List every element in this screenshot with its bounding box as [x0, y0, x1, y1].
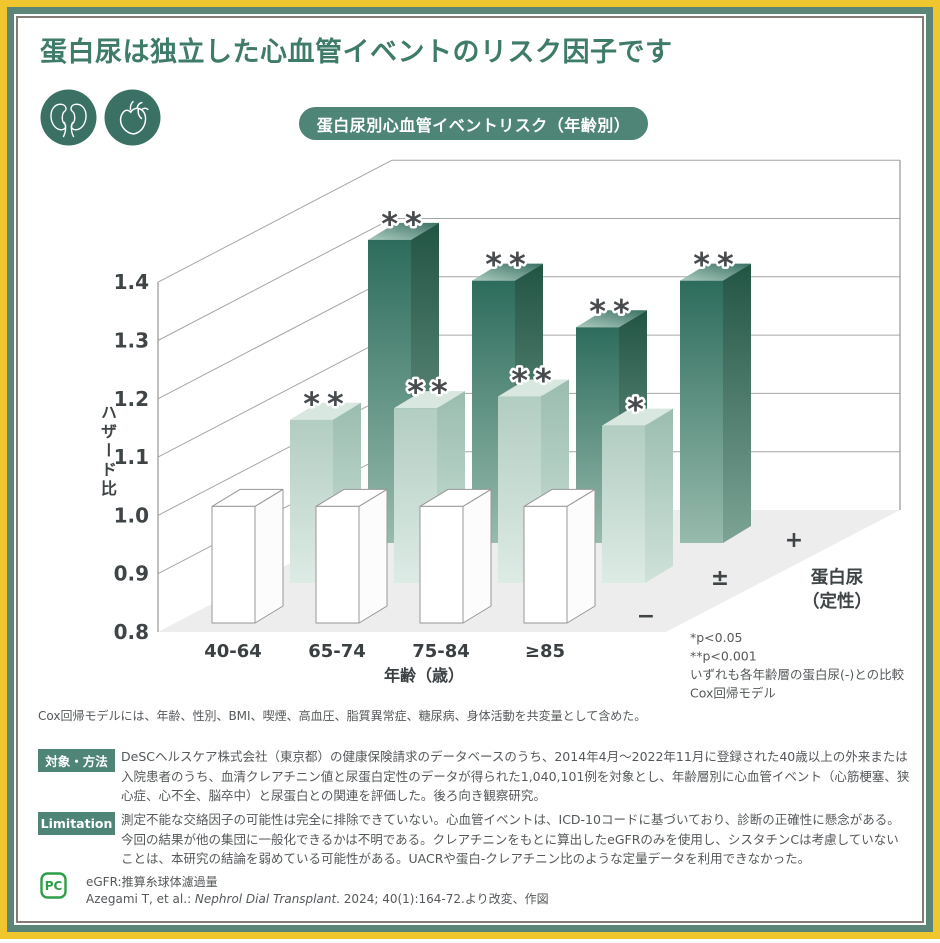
abbreviation-note: eGFR:推算糸球体濾過量 — [86, 875, 218, 889]
bar-75-84-− — [419, 488, 492, 624]
z-tick-label: ± — [711, 566, 729, 591]
chart-note-line: Cox回帰モデル — [690, 686, 776, 701]
significance-label: ** — [693, 246, 740, 284]
y-tick-label: 1.0 — [114, 503, 149, 527]
x-tick-label: 40-64 — [204, 641, 262, 662]
y-tick-label: 1.2 — [114, 387, 149, 411]
significance-label: ** — [407, 373, 454, 411]
significance-label: ** — [589, 292, 636, 330]
bar-≥85-± — [602, 408, 673, 583]
pc-logo-icon: PC — [40, 872, 67, 899]
limitation-badge: Limitation — [38, 812, 115, 835]
z-tick-label: + — [785, 528, 803, 553]
bar-40-64-− — [211, 488, 284, 624]
z-axis-title: （定性） — [802, 591, 872, 612]
z-tick-label: − — [637, 604, 655, 629]
bar-65-74-− — [315, 488, 388, 624]
y-tick-label: 1.4 — [114, 270, 149, 294]
significance-label: * — [627, 391, 651, 429]
y-axis-title: ハザード比 — [98, 404, 117, 499]
x-tick-label: 75-84 — [412, 641, 470, 662]
y-tick-label: 0.8 — [114, 620, 149, 644]
x-tick-label: 65-74 — [308, 641, 366, 662]
significance-label: ** — [303, 385, 350, 423]
methods-text: DeSCヘルスケア株式会社（東京都）の健康保険請求のデータベースのうち、2014… — [121, 749, 910, 803]
heart-icon — [104, 89, 161, 146]
x-axis-title: 年齢（歳） — [384, 666, 464, 685]
y-tick-label: 0.9 — [114, 562, 149, 586]
methods-badge: 対象・方法 — [38, 749, 115, 772]
y-tick-label: 1.3 — [114, 329, 149, 353]
significance-label: ** — [485, 246, 532, 284]
x-tick-label: ≥85 — [525, 641, 565, 662]
chart-footnote: Cox回帰モデルには、年齢、性別、BMI、喫煙、高血圧、脂質異常症、糖尿病、身体… — [38, 709, 647, 723]
chart-note-line: *p<0.05 — [690, 630, 743, 645]
y-tick-label: 1.1 — [114, 445, 149, 469]
chart-note-line: いずれも各年齢層の蛋白尿(-)との比較 — [690, 667, 905, 682]
significance-label: ** — [381, 205, 428, 243]
chart-note-line: **p<0.001 — [690, 649, 757, 664]
citation-authors: Azegami T, et al.: — [86, 892, 195, 906]
bar-≥85-− — [523, 488, 596, 624]
z-axis-title: 蛋白尿 — [811, 567, 864, 588]
bar-≥85-+ — [680, 263, 751, 543]
limitation-text: 測定不能な交絡因子の可能性は完全に排除できていない。心血管イベントは、ICD-1… — [121, 812, 900, 866]
axis-frame — [157, 160, 901, 632]
citation-detail: . 2024; 40(1):164-72.より改変、作図 — [336, 892, 549, 906]
page-title: 蛋白尿は独立した心血管イベントのリスク因子です — [40, 37, 673, 68]
significance-label: ** — [511, 361, 558, 399]
citation-journal: Nephrol Dial Transplant — [194, 892, 337, 906]
citation: Azegami T, et al.: Nephrol Dial Transpla… — [86, 890, 549, 907]
kidneys-icon — [40, 89, 97, 146]
chart-title-badge: 蛋白尿別心血管イベントリスク（年齢別） — [299, 107, 648, 140]
svg-text:PC: PC — [45, 879, 63, 893]
